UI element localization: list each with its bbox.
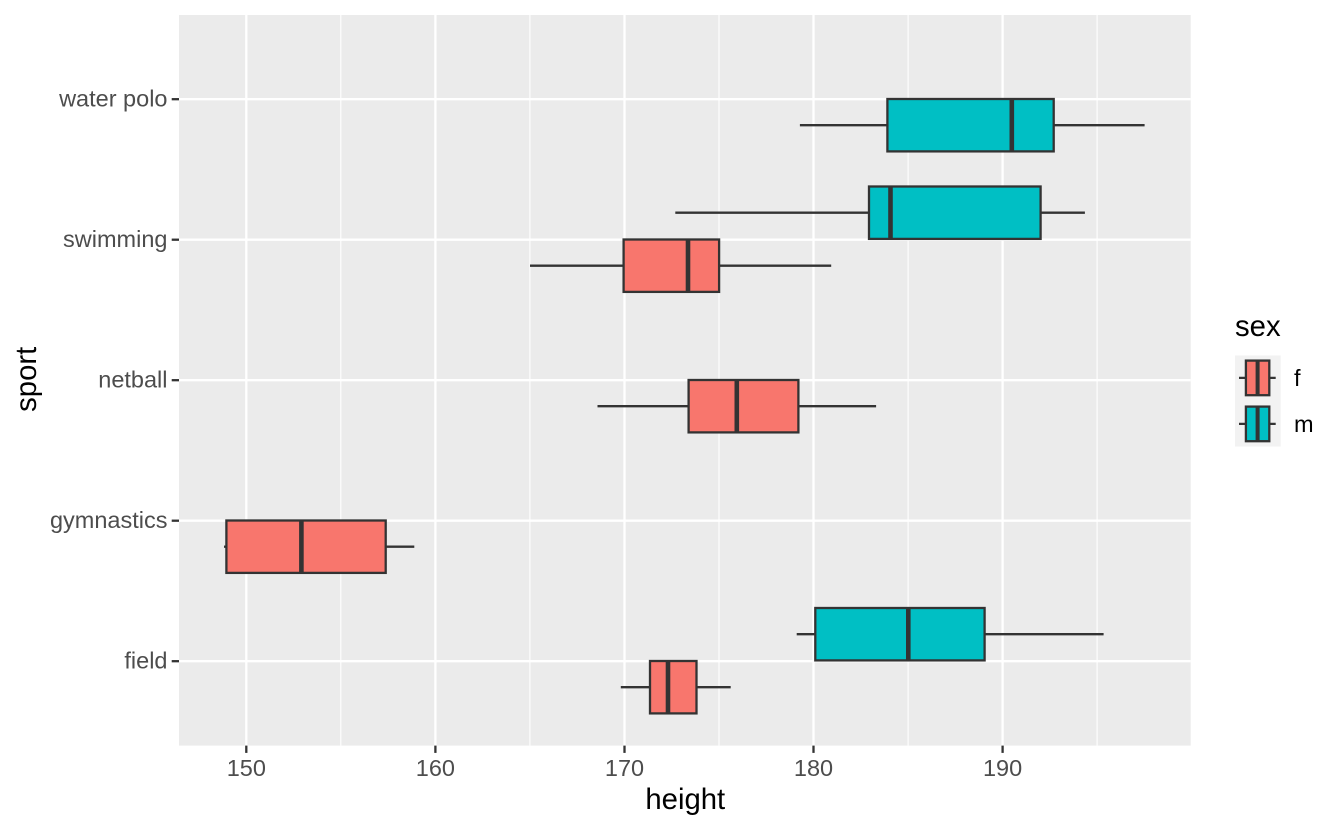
svg-text:m: m: [1294, 411, 1314, 437]
svg-text:160: 160: [416, 755, 455, 781]
svg-text:190: 190: [983, 755, 1022, 781]
svg-text:sport: sport: [10, 347, 43, 412]
svg-text:sex: sex: [1235, 310, 1281, 343]
svg-text:180: 180: [794, 755, 833, 781]
svg-text:f: f: [1294, 365, 1301, 391]
svg-text:150: 150: [227, 755, 266, 781]
svg-text:water polo: water polo: [58, 85, 167, 111]
svg-text:170: 170: [605, 755, 644, 781]
svg-text:height: height: [645, 783, 725, 816]
svg-text:swimming: swimming: [63, 226, 167, 252]
svg-text:netball: netball: [98, 366, 167, 392]
svg-text:field: field: [124, 647, 167, 673]
svg-text:gymnastics: gymnastics: [50, 507, 168, 533]
